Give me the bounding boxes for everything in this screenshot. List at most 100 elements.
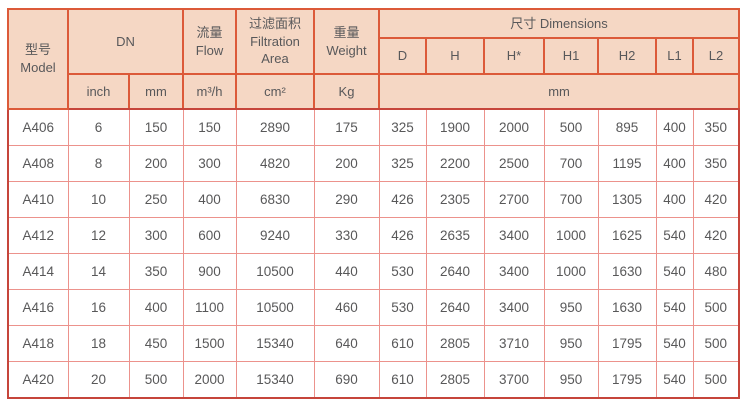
table-cell: 150	[182, 108, 237, 146]
col-header-d: D	[378, 37, 427, 75]
table-cell: 15340	[235, 325, 315, 362]
table-cell: 175	[313, 108, 380, 146]
table-cell: 20	[67, 361, 130, 399]
table-cell: 2000	[182, 361, 237, 399]
table-cell: 480	[692, 253, 740, 290]
table-row: A414 14 350 900 10500 440 530 2640 3400 1000 1630 5…	[7, 253, 740, 290]
table-cell: 2640	[425, 289, 485, 326]
table-cell: 610	[378, 361, 427, 399]
col-header-dimensions: 尺寸 Dimensions	[377, 8, 741, 39]
model-cell: A416	[7, 289, 69, 326]
table-cell: 2305	[425, 181, 485, 218]
table-cell: 540	[655, 217, 694, 254]
table-cell: 14	[67, 253, 130, 290]
table-cell: 10	[67, 181, 130, 218]
table-row: A420 20 500 2000 15340 690 610 2805 3700 950 1795 5…	[7, 361, 740, 399]
table-cell: 350	[128, 253, 184, 290]
table-cell: 2700	[483, 181, 545, 218]
table-cell: 2890	[235, 108, 315, 146]
table-cell: 426	[378, 217, 427, 254]
table-cell: 12	[67, 217, 130, 254]
table-cell: 530	[378, 253, 427, 290]
col-header-dn: DN	[67, 8, 184, 75]
table-cell: 500	[692, 361, 740, 399]
table-row: A416 16 400 1100 10500 460 530 2640 3400 950 1630 5…	[7, 289, 740, 326]
table-cell: 450	[128, 325, 184, 362]
table-cell: 950	[543, 361, 599, 399]
table-cell: 1195	[597, 145, 657, 182]
table-cell: 2805	[425, 361, 485, 399]
table-cell: 600	[182, 217, 237, 254]
table-cell: 9240	[235, 217, 315, 254]
table-cell: 1625	[597, 217, 657, 254]
table-cell: 690	[313, 361, 380, 399]
table-cell: 2500	[483, 145, 545, 182]
table-cell: 950	[543, 325, 599, 362]
table-cell: 700	[543, 181, 599, 218]
table-cell: 950	[543, 289, 599, 326]
unit-dimensions-mm: mm	[377, 73, 741, 110]
table-cell: 3400	[483, 289, 545, 326]
table-cell: 250	[128, 181, 184, 218]
col-header-h: H	[425, 37, 485, 75]
table-row: A418 18 450 1500 15340 640 610 2805 3710 950 1795 5…	[7, 325, 740, 362]
table-cell: 500	[543, 108, 599, 146]
table-cell: 540	[655, 253, 694, 290]
table-cell: 4820	[235, 145, 315, 182]
table-cell: 400	[655, 108, 694, 146]
table-row: A406 6 150 150 2890 175 325 1900 2000 500 895 400 35…	[7, 108, 740, 146]
col-header-l2: L2	[691, 37, 741, 75]
table-cell: 6	[67, 108, 130, 146]
table-cell: 16	[67, 289, 130, 326]
table-cell: 400	[128, 289, 184, 326]
col-header-h1: H1	[543, 37, 599, 75]
table-cell: 610	[378, 325, 427, 362]
table-cell: 325	[378, 108, 427, 146]
table-cell: 2200	[425, 145, 485, 182]
col-header-model: 型号 Model	[7, 8, 69, 110]
col-header-filtration-area: 过滤面积 Filtration Area	[235, 8, 315, 75]
table-cell: 1100	[182, 289, 237, 326]
header-row-1: 型号 Model DN 流量 Flow 过滤面积 Filtration Area…	[7, 8, 741, 110]
table-cell: 10500	[235, 253, 315, 290]
table-cell: 2635	[425, 217, 485, 254]
table-cell: 3700	[483, 361, 545, 399]
table-cell: 426	[378, 181, 427, 218]
table-cell: 3710	[483, 325, 545, 362]
table-cell: 290	[313, 181, 380, 218]
table-cell: 2640	[425, 253, 485, 290]
model-cell: A412	[7, 217, 69, 254]
table-cell: 8	[67, 145, 130, 182]
col-header-weight: 重量 Weight	[313, 8, 380, 75]
table-cell: 420	[692, 217, 740, 254]
table-cell: 400	[655, 145, 694, 182]
table-cell: 400	[655, 181, 694, 218]
model-cell: A414	[7, 253, 69, 290]
unit-filtration-area: cm²	[235, 73, 315, 110]
unit-dn-inch: inch	[67, 73, 130, 110]
table-cell: 330	[313, 217, 380, 254]
col-header-flow: 流量 Flow	[182, 8, 237, 75]
table-cell: 10500	[235, 289, 315, 326]
table-cell: 350	[692, 108, 740, 146]
table-cell: 200	[313, 145, 380, 182]
unit-weight: Kg	[313, 73, 380, 110]
table-cell: 1630	[597, 253, 657, 290]
table-body: A406 6 150 150 2890 175 325 1900 2000 500 895 400 35…	[7, 108, 740, 399]
table-cell: 300	[128, 217, 184, 254]
unit-flow: m³/h	[182, 73, 237, 110]
table-cell: 300	[182, 145, 237, 182]
table-cell: 1000	[543, 253, 599, 290]
table-cell: 530	[378, 289, 427, 326]
table-cell: 640	[313, 325, 380, 362]
table-cell: 15340	[235, 361, 315, 399]
table-cell: 420	[692, 181, 740, 218]
table-cell: 1795	[597, 361, 657, 399]
model-cell: A408	[7, 145, 69, 182]
model-cell: A420	[7, 361, 69, 399]
table-cell: 3400	[483, 217, 545, 254]
model-cell: A418	[7, 325, 69, 362]
model-cell: A410	[7, 181, 69, 218]
table-cell: 1305	[597, 181, 657, 218]
table-cell: 1000	[543, 217, 599, 254]
